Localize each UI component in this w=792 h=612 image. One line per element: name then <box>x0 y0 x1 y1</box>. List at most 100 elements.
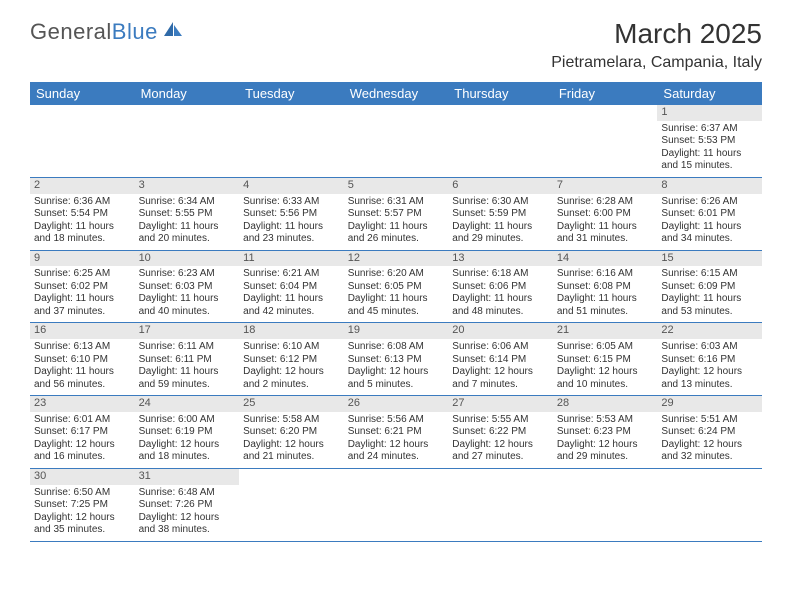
calendar-day: 19Sunrise: 6:08 AMSunset: 6:13 PMDayligh… <box>344 323 449 395</box>
day-detail-line: and 18 minutes. <box>139 451 236 464</box>
title-block: March 2025 Pietramelara, Campania, Italy <box>551 18 762 72</box>
calendar-day: 8Sunrise: 6:26 AMSunset: 6:01 PMDaylight… <box>657 178 762 250</box>
day-detail-line: Daylight: 11 hours <box>139 366 236 379</box>
day-detail-line: and 35 minutes. <box>34 524 131 537</box>
day-detail-line: Sunset: 6:19 PM <box>139 426 236 439</box>
day-header-cell: Thursday <box>448 82 553 105</box>
day-detail-line: and 27 minutes. <box>452 451 549 464</box>
day-detail-line: Sunset: 6:10 PM <box>34 354 131 367</box>
calendar-empty-cell <box>239 105 344 177</box>
day-detail-line: and 16 minutes. <box>34 451 131 464</box>
day-number: 19 <box>344 323 449 339</box>
calendar-day: 26Sunrise: 5:56 AMSunset: 6:21 PMDayligh… <box>344 396 449 468</box>
day-detail-line: Daylight: 12 hours <box>557 366 654 379</box>
day-detail-line: Sunset: 6:21 PM <box>348 426 445 439</box>
day-detail-line: and 42 minutes. <box>243 306 340 319</box>
day-detail-line: Daylight: 12 hours <box>557 439 654 452</box>
day-detail-line: and 32 minutes. <box>661 451 758 464</box>
calendar-day: 21Sunrise: 6:05 AMSunset: 6:15 PMDayligh… <box>553 323 658 395</box>
day-number: 27 <box>448 396 553 412</box>
day-number: 6 <box>448 178 553 194</box>
day-detail-line: Sunset: 6:02 PM <box>34 281 131 294</box>
day-number: 5 <box>344 178 449 194</box>
day-detail-line: and 51 minutes. <box>557 306 654 319</box>
day-number: 8 <box>657 178 762 194</box>
day-number: 21 <box>553 323 658 339</box>
day-detail-line: and 13 minutes. <box>661 379 758 392</box>
calendar-day: 4Sunrise: 6:33 AMSunset: 5:56 PMDaylight… <box>239 178 344 250</box>
day-detail-line: Daylight: 11 hours <box>243 221 340 234</box>
day-detail-line: Sunset: 5:54 PM <box>34 208 131 221</box>
day-detail-line: and 7 minutes. <box>452 379 549 392</box>
day-detail-line: Sunrise: 6:20 AM <box>348 268 445 281</box>
calendar-day: 10Sunrise: 6:23 AMSunset: 6:03 PMDayligh… <box>135 251 240 323</box>
day-detail-line: Sunrise: 6:10 AM <box>243 341 340 354</box>
day-detail-line: and 26 minutes. <box>348 233 445 246</box>
day-detail-line: Sunset: 6:04 PM <box>243 281 340 294</box>
day-header-cell: Friday <box>553 82 658 105</box>
calendar-day: 7Sunrise: 6:28 AMSunset: 6:00 PMDaylight… <box>553 178 658 250</box>
day-number: 13 <box>448 251 553 267</box>
day-number: 4 <box>239 178 344 194</box>
day-detail-line: Sunset: 5:55 PM <box>139 208 236 221</box>
day-detail-line: Daylight: 11 hours <box>34 221 131 234</box>
day-detail-line: and 5 minutes. <box>348 379 445 392</box>
day-number: 11 <box>239 251 344 267</box>
day-detail-line: Daylight: 11 hours <box>243 293 340 306</box>
day-detail-line: Daylight: 12 hours <box>243 366 340 379</box>
day-detail-line: Daylight: 11 hours <box>34 293 131 306</box>
day-header-cell: Tuesday <box>239 82 344 105</box>
day-number: 1 <box>657 105 762 121</box>
calendar-weeks: 1 Sunrise: 6:37 AMSunset: 5:53 PM Daylight… <box>30 105 762 542</box>
calendar-empty-cell <box>553 105 658 177</box>
day-number: 7 <box>553 178 658 194</box>
calendar-day: 1Sunrise: 6:37 AMSunset: 5:53 PMDaylight… <box>657 105 762 177</box>
calendar-day: 23Sunrise: 6:01 AMSunset: 6:17 PMDayligh… <box>30 396 135 468</box>
day-detail-line: Sunset: 5:53 PM <box>661 135 758 148</box>
day-detail-line: Sunset: 6:15 PM <box>557 354 654 367</box>
day-detail-line: Sunset: 5:57 PM <box>348 208 445 221</box>
day-detail-line: Sunset: 6:05 PM <box>348 281 445 294</box>
day-detail-line: Sunrise: 6:36 AM <box>34 196 131 209</box>
day-header-cell: Monday <box>135 82 240 105</box>
day-number: 25 <box>239 396 344 412</box>
calendar-week: 9Sunrise: 6:25 AMSunset: 6:02 PMDaylight… <box>30 251 762 324</box>
day-detail-line: Sunrise: 6:00 AM <box>139 414 236 427</box>
day-detail-line: Sunrise: 6:30 AM <box>452 196 549 209</box>
day-detail-line: and 20 minutes. <box>139 233 236 246</box>
day-number: 30 <box>30 469 135 485</box>
day-detail-line: and 34 minutes. <box>661 233 758 246</box>
day-detail-line: and 37 minutes. <box>34 306 131 319</box>
day-number: 26 <box>344 396 449 412</box>
day-detail-line: Sunrise: 6:37 AM <box>661 123 758 136</box>
day-detail-line: Sunrise: 6:50 AM <box>34 487 131 500</box>
calendar-day: 20Sunrise: 6:06 AMSunset: 6:14 PMDayligh… <box>448 323 553 395</box>
day-detail-line: Daylight: 11 hours <box>139 293 236 306</box>
calendar-day: 29Sunrise: 5:51 AMSunset: 6:24 PMDayligh… <box>657 396 762 468</box>
day-detail-line: Sunrise: 6:25 AM <box>34 268 131 281</box>
day-detail-line: Daylight: 12 hours <box>34 439 131 452</box>
page-header: GeneralBlue March 2025 Pietramelara, Cam… <box>0 0 792 78</box>
calendar-day: 31Sunrise: 6:48 AMSunset: 7:26 PMDayligh… <box>135 469 240 541</box>
day-detail-line: Daylight: 11 hours <box>557 293 654 306</box>
calendar-day: 30Sunrise: 6:50 AMSunset: 7:25 PMDayligh… <box>30 469 135 541</box>
day-detail-line: Daylight: 11 hours <box>661 293 758 306</box>
day-detail-line: Sunset: 6:20 PM <box>243 426 340 439</box>
sail-icon <box>162 18 184 44</box>
day-detail-line: Sunrise: 6:08 AM <box>348 341 445 354</box>
day-number: 3 <box>135 178 240 194</box>
day-detail-line: and 29 minutes. <box>452 233 549 246</box>
day-number: 24 <box>135 396 240 412</box>
day-detail-line: Sunset: 6:09 PM <box>661 281 758 294</box>
day-number: 10 <box>135 251 240 267</box>
day-detail-line: Daylight: 12 hours <box>139 439 236 452</box>
day-detail-line: Sunrise: 6:06 AM <box>452 341 549 354</box>
calendar-empty-cell <box>239 469 344 541</box>
day-number: 20 <box>448 323 553 339</box>
day-detail-line: Sunset: 6:00 PM <box>557 208 654 221</box>
day-header-cell: Sunday <box>30 82 135 105</box>
day-detail-line: Daylight: 12 hours <box>452 439 549 452</box>
day-detail-line: and 48 minutes. <box>452 306 549 319</box>
day-detail-line: Sunset: 6:22 PM <box>452 426 549 439</box>
calendar-day: 28Sunrise: 5:53 AMSunset: 6:23 PMDayligh… <box>553 396 658 468</box>
